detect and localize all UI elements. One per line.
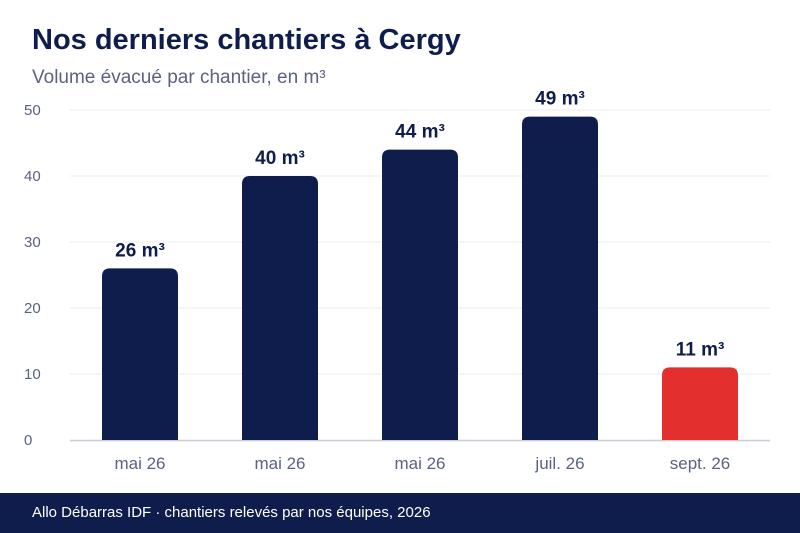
bar [102,268,178,440]
bar [242,176,318,440]
x-category-label: sept. 26 [670,454,731,473]
bar-highlight [662,367,738,440]
bar-value-label: 49 m³ [535,89,585,110]
y-tick-label: 40 [24,168,41,185]
bar-value-label: 11 m³ [676,339,725,360]
x-category-label: mai 26 [254,454,305,473]
x-category-label: mai 26 [394,454,445,473]
y-tick-label: 10 [24,366,41,383]
bar-value-label: 44 m³ [395,122,445,143]
footer-bar: Allo Débarras IDF · chantiers relevés pa… [0,493,800,533]
bar-value-label: 26 m³ [115,240,165,261]
bar-value-label: 40 m³ [255,148,305,169]
y-tick-label: 30 [24,234,41,251]
y-tick-label: 0 [24,432,32,449]
bar [382,149,458,440]
footer-source: Allo Débarras IDF · chantiers relevés pa… [32,504,431,521]
y-tick-label: 20 [24,300,41,317]
bar [522,116,598,440]
y-tick-label: 50 [24,102,41,119]
x-category-label: juil. 26 [534,454,584,473]
chart-title: Nos derniers chantiers à Cergy [32,24,461,56]
x-category-label: mai 26 [114,454,165,473]
bar-chart: 0 10 20 30 40 50 26 m³ mai 26 40 m³ mai 26 44 m³ ma… [24,89,770,473]
chart-subtitle: Volume évacué par chantier, en m³ [32,67,326,88]
